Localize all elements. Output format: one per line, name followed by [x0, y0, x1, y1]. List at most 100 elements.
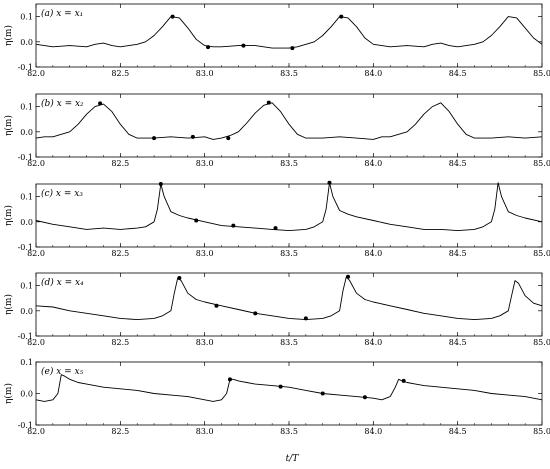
x-tick-label: 83.0	[196, 249, 214, 258]
data-point	[158, 182, 163, 186]
x-tick-label: 83.5	[280, 69, 298, 78]
data-point	[206, 45, 211, 50]
x-tick-label: 84.5	[449, 159, 467, 168]
x-tick-label: 84.5	[449, 249, 467, 258]
x-tick-label: 84.0	[364, 159, 382, 168]
x-tick-label: 84.0	[364, 249, 382, 258]
y-tick-label: 0.1	[20, 282, 33, 291]
x-tick-label: 82.0	[27, 338, 45, 347]
series-line	[35, 16, 543, 49]
y-tick-label: -0.1	[18, 243, 33, 252]
y-tick-label: -0.1	[18, 421, 33, 430]
data-point	[327, 180, 332, 185]
x-tick-label: 83.5	[280, 338, 298, 347]
data-point	[231, 223, 236, 228]
x-tick-label: 84.5	[449, 69, 467, 78]
x-tick-label: 85.0	[533, 69, 550, 78]
x-tick-label: 85.0	[533, 249, 550, 258]
y-tick-label: 0.0	[20, 38, 33, 47]
x-tick-label: 84.0	[364, 69, 382, 78]
panel-frame	[35, 361, 543, 426]
panel-label: (e) x = x₅	[41, 366, 84, 377]
panel-2: 82.0 82.5 83.0 83.5 84.0 84.5 85.0 -0.1 0.0 0.1 η(…	[3, 93, 550, 168]
y-axis-label: η(m)	[3, 294, 14, 315]
x-tick-label: 84.5	[449, 338, 467, 347]
x-tick-label: 82.5	[111, 338, 129, 347]
data-point	[362, 395, 367, 400]
data-point	[401, 378, 406, 383]
series-line	[35, 102, 543, 140]
panel-frame	[35, 93, 543, 158]
data-point	[266, 100, 271, 105]
series-line	[35, 276, 543, 321]
panel-label: (a) x = x₁	[41, 8, 83, 19]
y-tick-label: 0.0	[20, 128, 33, 137]
data-point	[194, 218, 199, 223]
panel-4: 82.0 82.5 83.0 83.5 84.0 84.5 85.0 -0.1 0.0 0.1 η(…	[3, 272, 550, 347]
data-point	[253, 311, 258, 316]
y-tick-label: -0.1	[18, 332, 33, 341]
x-tick-label: 82.0	[27, 427, 45, 436]
data-point	[320, 391, 325, 396]
panel-1: 82.0 82.5 83.0 83.5 84.0 84.5 85.0 -0.1 0.0 0.1 η(…	[3, 3, 550, 78]
x-tick-label: 83.5	[280, 159, 298, 168]
x-tick-label: 83.0	[196, 69, 214, 78]
data-point	[278, 384, 283, 389]
data-point	[346, 274, 351, 279]
x-tick-label: 84.0	[364, 427, 382, 436]
panel-frame	[35, 272, 543, 337]
x-tick-label: 82.5	[111, 249, 129, 258]
x-axis-label: t/T	[286, 454, 300, 464]
panel-frame	[35, 3, 543, 68]
data-point	[241, 43, 246, 48]
data-point	[170, 14, 175, 19]
y-tick-label: 0.0	[20, 307, 33, 316]
data-point	[339, 14, 344, 19]
x-tick-label: 83.5	[280, 427, 298, 436]
data-point	[98, 101, 103, 106]
x-tick-label: 83.5	[280, 249, 298, 258]
x-tick-label: 82.0	[27, 69, 45, 78]
data-point	[214, 303, 219, 308]
panel-label: (c) x = x₃	[41, 188, 83, 199]
data-point	[303, 316, 308, 321]
panel-label: (d) x = x₄	[41, 277, 84, 288]
x-tick-label: 82.0	[27, 159, 45, 168]
y-tick-label: 0.1	[20, 358, 33, 367]
x-tick-label: 85.0	[533, 427, 550, 436]
x-tick-label: 83.0	[196, 427, 214, 436]
y-axis-label: η(m)	[3, 115, 14, 136]
panel-5: 82.0 82.5 83.0 83.5 84.0 84.5 85.0 -0.1 0.0 0.1 η(…	[3, 358, 550, 436]
y-tick-label: 0.1	[20, 13, 33, 22]
y-tick-label: 0.1	[20, 193, 33, 202]
x-tick-label: 82.0	[27, 249, 45, 258]
panel-frame	[35, 183, 543, 248]
data-point	[190, 134, 195, 139]
series-line	[35, 374, 543, 402]
panel-label: (b) x = x₂	[41, 98, 84, 109]
y-tick-label: 0.0	[20, 390, 33, 399]
x-tick-label: 85.0	[533, 159, 550, 168]
x-tick-label: 82.5	[111, 427, 129, 436]
x-tick-label: 82.5	[111, 69, 129, 78]
y-tick-label: 0.0	[20, 218, 33, 227]
data-point	[290, 46, 295, 51]
data-point	[177, 276, 182, 281]
series-line	[35, 182, 543, 232]
panel-3: 82.0 82.5 83.0 83.5 84.0 84.5 85.0 -0.1 0.0 0.1 η(…	[3, 180, 550, 258]
x-tick-label: 83.0	[196, 159, 214, 168]
data-point	[273, 226, 278, 231]
y-tick-label: -0.1	[18, 63, 33, 72]
x-tick-label: 84.5	[449, 427, 467, 436]
x-tick-label: 84.0	[364, 338, 382, 347]
y-tick-label: 0.1	[20, 103, 33, 112]
x-tick-label: 85.0	[533, 338, 550, 347]
y-axis-label: η(m)	[3, 25, 14, 46]
data-point	[227, 377, 232, 382]
data-point	[152, 136, 157, 141]
x-tick-label: 82.5	[111, 159, 129, 168]
data-point	[226, 136, 231, 141]
x-tick-label: 83.0	[196, 338, 214, 347]
y-axis-label: η(m)	[3, 383, 14, 404]
